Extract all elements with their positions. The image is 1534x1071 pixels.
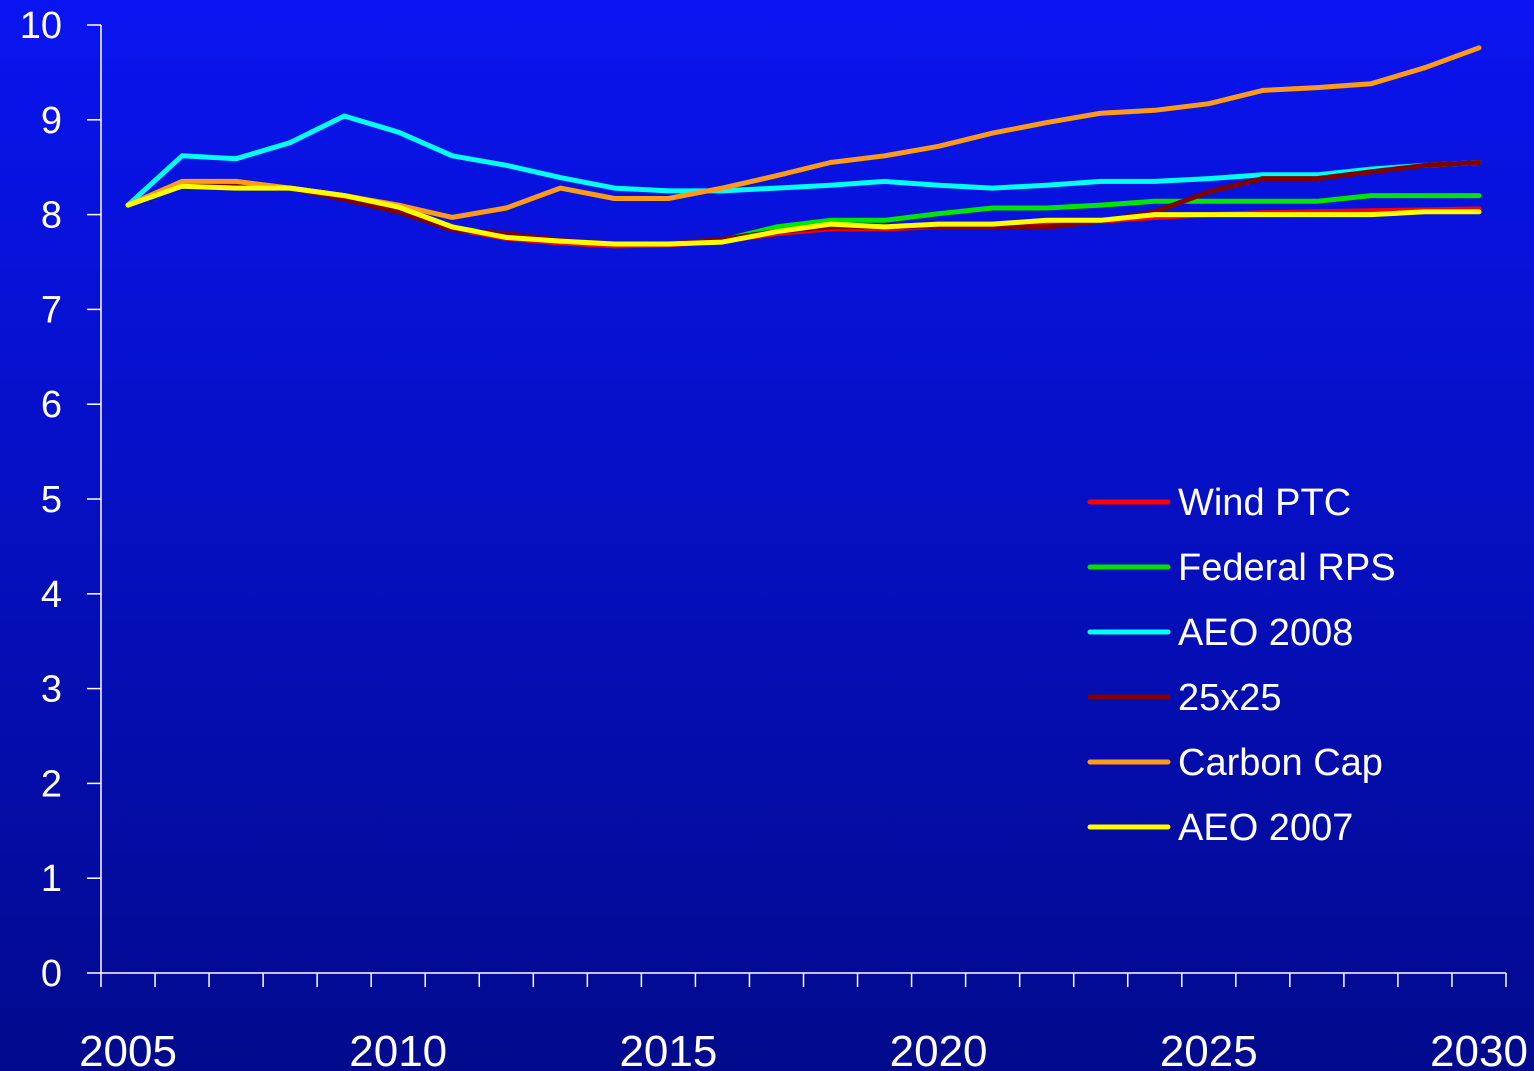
y-tick-label: 9 bbox=[41, 100, 62, 142]
y-tick-label: 7 bbox=[41, 289, 62, 331]
legend-label-aeo-2008: AEO 2008 bbox=[1178, 612, 1353, 654]
y-tick-label: 8 bbox=[41, 195, 62, 237]
y-tick-label: 1 bbox=[41, 858, 62, 900]
series-line-aeo-2008 bbox=[125, 113, 1482, 208]
y-tick-label: 0 bbox=[41, 953, 62, 995]
x-tick-label: 2030 bbox=[1430, 1027, 1528, 1071]
y-tick-label: 5 bbox=[41, 479, 62, 521]
series-line-aeo-2007 bbox=[125, 183, 1482, 247]
legend-label-aeo-2007: AEO 2007 bbox=[1178, 807, 1353, 849]
legend-label-wind-ptc: Wind PTC bbox=[1178, 482, 1351, 524]
legend-label-federal-rps: Federal RPS bbox=[1178, 547, 1396, 589]
x-tick-label: 2020 bbox=[890, 1027, 988, 1071]
axes: 0 1 2 3 4 5 6 7 8 9 10 2005 2010 2015 2020 2025 2030 bbox=[20, 5, 1528, 1071]
legend-label-25x25: 25x25 bbox=[1178, 677, 1282, 719]
y-tick-label: 3 bbox=[41, 669, 62, 711]
y-tick-label: 10 bbox=[20, 5, 62, 47]
y-tick-label: 2 bbox=[41, 763, 62, 805]
x-tick-label: 2015 bbox=[619, 1027, 717, 1071]
x-tick-label: 2005 bbox=[79, 1027, 177, 1071]
y-tick-label: 6 bbox=[41, 384, 62, 426]
series-layer bbox=[125, 45, 1482, 249]
x-tick-label: 2010 bbox=[349, 1027, 447, 1071]
x-tick-label: 2025 bbox=[1160, 1027, 1258, 1071]
legend: Wind PTC Federal RPS AEO 2008 25x25 Carbon C… bbox=[1087, 482, 1396, 849]
y-tick-label: 4 bbox=[41, 574, 62, 616]
legend-label-carbon-cap: Carbon Cap bbox=[1178, 742, 1383, 784]
